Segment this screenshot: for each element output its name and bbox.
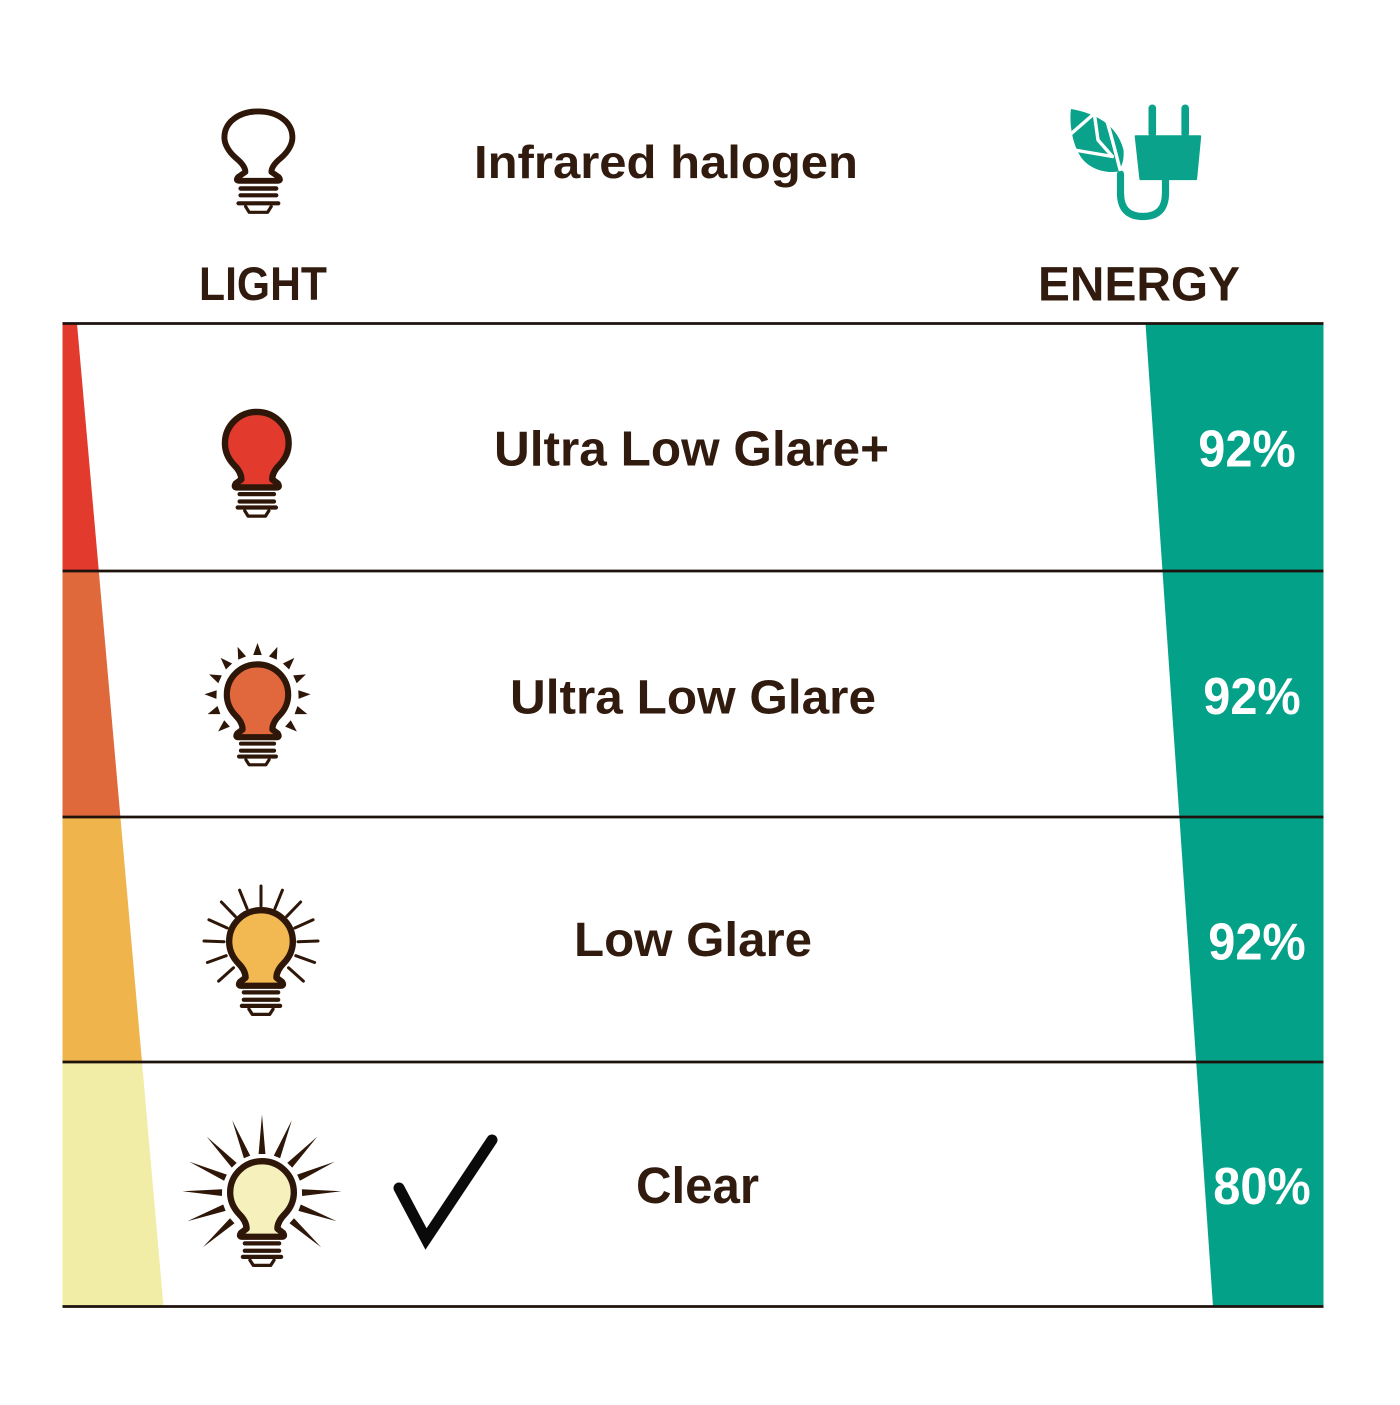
svg-text:Infrared halogen: Infrared halogen xyxy=(474,136,858,188)
svg-text:Clear: Clear xyxy=(636,1157,759,1214)
svg-text:92%: 92% xyxy=(1203,668,1301,726)
svg-text:ENERGY: ENERGY xyxy=(1038,258,1240,312)
svg-text:Ultra Low Glare: Ultra Low Glare xyxy=(510,671,876,725)
svg-text:92%: 92% xyxy=(1208,914,1306,972)
svg-text:92%: 92% xyxy=(1198,421,1296,479)
svg-text:LIGHT: LIGHT xyxy=(199,257,327,310)
svg-text:Ultra Low Glare+: Ultra Low Glare+ xyxy=(494,422,889,477)
svg-text:80%: 80% xyxy=(1213,1158,1311,1216)
svg-text:Low Glare: Low Glare xyxy=(574,913,812,967)
